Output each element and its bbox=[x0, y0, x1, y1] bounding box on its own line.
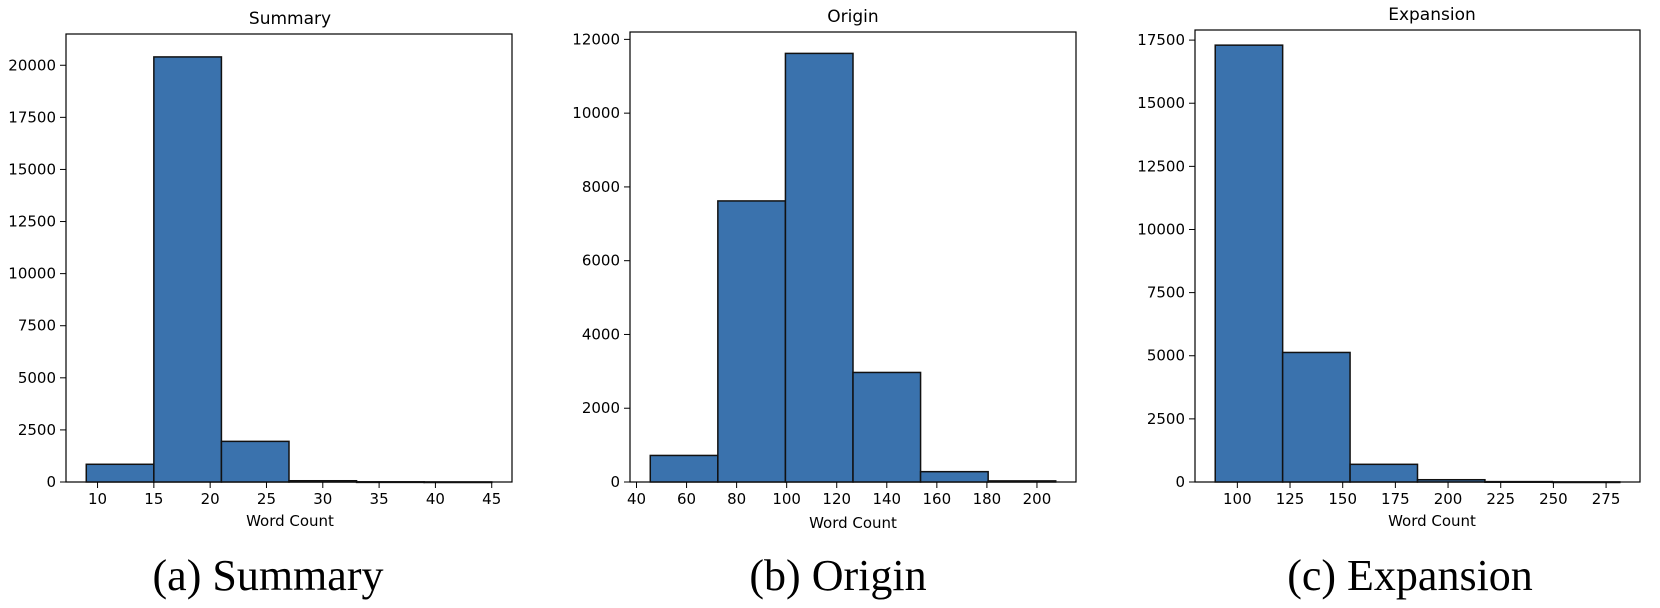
summary-y-tick-label: 15000 bbox=[8, 160, 56, 178]
expansion-y-tick-label: 17500 bbox=[1137, 31, 1185, 49]
origin-x-tick-label: 100 bbox=[772, 490, 801, 508]
summary-x-tick-label: 25 bbox=[257, 490, 276, 508]
expansion-x-tick-label: 225 bbox=[1486, 490, 1515, 508]
summary-y-tick-label: 0 bbox=[46, 473, 56, 491]
expansion-panel: Expansion 100 125 150 175 200 225 250 275 0 2500… bbox=[1137, 5, 1641, 600]
summary-bar-3 bbox=[288, 479, 358, 483]
expansion-y-tick-label: 12500 bbox=[1137, 157, 1185, 175]
summary-bar-2 bbox=[220, 440, 290, 483]
expansion-bar-3 bbox=[1416, 478, 1486, 483]
origin-bar-3 bbox=[852, 371, 922, 483]
expansion-y-tick-label: 10000 bbox=[1137, 220, 1185, 238]
origin-x-axis-label: Word Count bbox=[809, 514, 897, 532]
summary-bar-0 bbox=[85, 463, 155, 483]
origin-x-tick-label: 60 bbox=[677, 490, 696, 508]
expansion-x-tick-label: 125 bbox=[1276, 490, 1305, 508]
summary-y-tick-label: 2500 bbox=[18, 421, 56, 439]
expansion-y-tick-label: 0 bbox=[1175, 473, 1185, 491]
summary-caption: (a) Summary bbox=[153, 551, 384, 600]
summary-y-tick-label: 5000 bbox=[18, 369, 56, 387]
expansion-x-tick-label: 150 bbox=[1328, 490, 1357, 508]
expansion-x-tick-label: 200 bbox=[1434, 490, 1463, 508]
origin-x-tick-label: 80 bbox=[727, 490, 746, 508]
summary-title: Summary bbox=[249, 9, 331, 29]
origin-y-tick-label: 8000 bbox=[582, 178, 620, 196]
origin-x-tick-label: 200 bbox=[1023, 490, 1052, 508]
origin-y-tick-label: 6000 bbox=[582, 252, 620, 270]
summary-axes-frame bbox=[65, 33, 513, 483]
origin-x-tick-label: 40 bbox=[627, 490, 646, 508]
expansion-bar-5 bbox=[1551, 481, 1621, 484]
origin-y-ticks: 0 2000 4000 6000 8000 10000 12000 bbox=[572, 30, 630, 491]
expansion-bars bbox=[1214, 44, 1621, 484]
expansion-x-ticks: 100 125 150 175 200 225 250 275 bbox=[1223, 482, 1620, 508]
expansion-bar-0 bbox=[1214, 44, 1284, 483]
summary-y-tick-label: 7500 bbox=[18, 317, 56, 335]
origin-x-ticks: 40 60 80 100 120 140 160 180 200 bbox=[627, 482, 1051, 508]
expansion-title: Expansion bbox=[1388, 5, 1476, 25]
expansion-caption: (c) Expansion bbox=[1287, 551, 1533, 600]
summary-x-tick-label: 45 bbox=[482, 490, 501, 508]
origin-caption: (b) Origin bbox=[749, 551, 926, 600]
origin-y-tick-label: 10000 bbox=[572, 104, 620, 122]
summary-y-tick-label: 12500 bbox=[8, 213, 56, 231]
expansion-y-ticks: 0 2500 5000 7500 10000 12500 15000 17500 bbox=[1137, 31, 1195, 491]
origin-x-tick-label: 140 bbox=[872, 490, 901, 508]
expansion-bar-4 bbox=[1484, 480, 1554, 483]
summary-y-tick-label: 20000 bbox=[8, 56, 56, 74]
expansion-bar-2 bbox=[1349, 463, 1419, 483]
origin-bar-2 bbox=[784, 52, 854, 483]
summary-x-tick-label: 40 bbox=[426, 490, 445, 508]
expansion-x-tick-label: 100 bbox=[1223, 490, 1252, 508]
summary-x-tick-label: 30 bbox=[313, 490, 332, 508]
origin-bar-4 bbox=[919, 470, 989, 483]
summary-y-tick-label: 10000 bbox=[8, 265, 56, 283]
expansion-y-tick-label: 5000 bbox=[1147, 347, 1185, 365]
origin-title: Origin bbox=[827, 7, 878, 27]
summary-y-tick-label: 17500 bbox=[8, 108, 56, 126]
summary-bar-5 bbox=[423, 481, 493, 484]
summary-bar-1 bbox=[153, 56, 223, 483]
origin-y-tick-label: 4000 bbox=[582, 325, 620, 343]
summary-bars bbox=[85, 56, 493, 484]
summary-x-axis-label: Word Count bbox=[246, 512, 334, 530]
origin-x-tick-label: 180 bbox=[973, 490, 1002, 508]
origin-bar-0 bbox=[649, 454, 719, 483]
expansion-y-tick-label: 7500 bbox=[1147, 284, 1185, 302]
origin-y-tick-label: 0 bbox=[610, 473, 620, 491]
origin-x-tick-label: 160 bbox=[923, 490, 952, 508]
origin-bar-5 bbox=[987, 480, 1057, 483]
summary-x-tick-label: 35 bbox=[370, 490, 389, 508]
summary-x-tick-label: 15 bbox=[144, 490, 163, 508]
expansion-x-tick-label: 175 bbox=[1381, 490, 1410, 508]
summary-y-ticks: 0 2500 5000 7500 10000 12500 15000 17500 20000 bbox=[8, 56, 66, 491]
summary-panel: Summary 10 15 20 25 30 35 40 45 0 2500 5000 7500 10… bbox=[8, 9, 513, 600]
summary-bar-4 bbox=[355, 481, 425, 484]
origin-bar-1 bbox=[717, 200, 787, 483]
expansion-y-tick-label: 2500 bbox=[1147, 410, 1185, 428]
expansion-x-axis-label: Word Count bbox=[1388, 512, 1476, 530]
summary-x-tick-label: 10 bbox=[88, 490, 107, 508]
summary-x-tick-label: 20 bbox=[201, 490, 220, 508]
summary-x-ticks: 10 15 20 25 30 35 40 45 bbox=[88, 482, 501, 508]
expansion-x-tick-label: 275 bbox=[1592, 490, 1621, 508]
origin-panel: Origin 40 60 80 100 120 140 160 180 200 0 2000 400… bbox=[572, 7, 1077, 600]
origin-y-tick-label: 2000 bbox=[582, 399, 620, 417]
expansion-bar-1 bbox=[1281, 351, 1351, 483]
origin-bars bbox=[649, 52, 1057, 483]
expansion-y-tick-label: 15000 bbox=[1137, 94, 1185, 112]
origin-x-tick-label: 120 bbox=[822, 490, 851, 508]
expansion-x-tick-label: 250 bbox=[1539, 490, 1568, 508]
origin-y-tick-label: 12000 bbox=[572, 30, 620, 48]
